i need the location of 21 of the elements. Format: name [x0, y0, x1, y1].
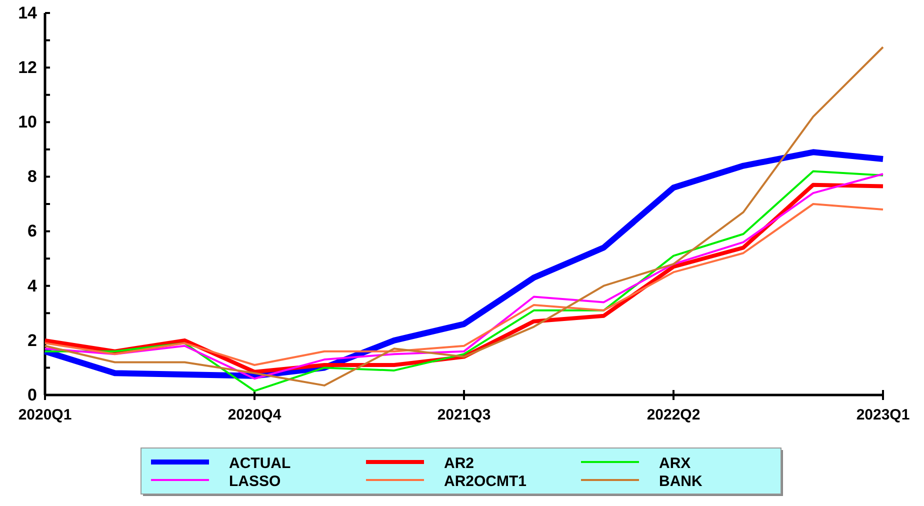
y-tick-label: 8 — [28, 167, 37, 186]
y-tick-label: 12 — [18, 58, 37, 78]
legend-label: BANK — [659, 473, 702, 490]
y-tick-label: 10 — [18, 112, 37, 132]
x-tick-label: 2022Q2 — [646, 406, 700, 424]
legend-label: AR2 — [444, 455, 474, 472]
legend-label: ACTUAL — [229, 455, 291, 472]
legend-label: AR2OCMT1 — [444, 473, 527, 490]
legend-label: ARX — [659, 455, 691, 472]
legend-label: LASSO — [229, 473, 282, 490]
y-tick-label: 0 — [28, 385, 37, 404]
y-tick-label: 4 — [28, 276, 38, 296]
y-tick-label: 14 — [18, 3, 38, 22]
line-series — [44, 46, 884, 386]
y-tick-label: 6 — [28, 222, 37, 241]
x-tick-label: 2020Q4 — [228, 406, 282, 424]
x-tick-label: 2023Q1 — [856, 406, 910, 424]
x-tick-label: 2021Q3 — [437, 406, 491, 424]
y-tick-label: 2 — [28, 330, 37, 350]
line-series — [44, 203, 884, 366]
x-tick-label: 2020Q1 — [18, 406, 72, 424]
